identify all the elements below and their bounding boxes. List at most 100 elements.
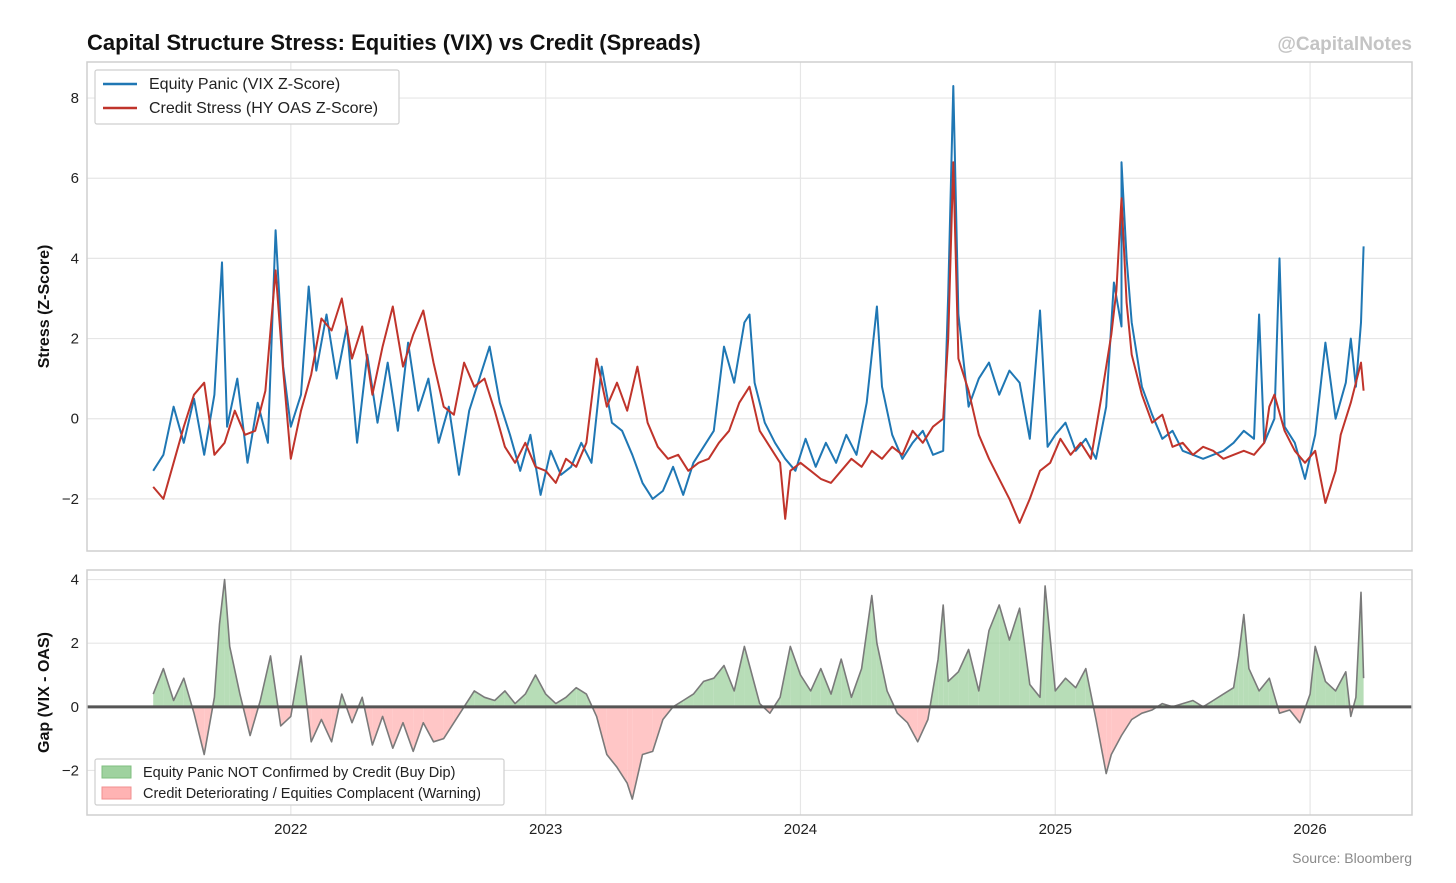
gap-fill-positive — [1259, 678, 1270, 707]
gap-fill-positive — [938, 605, 944, 707]
gap-fill-positive — [703, 678, 714, 707]
gap-fill-positive — [683, 694, 694, 707]
gap-fill-positive — [989, 605, 1000, 707]
gap-fill-positive — [153, 668, 164, 707]
gap-fill-negative — [1121, 706, 1132, 736]
x-tick-label: 2025 — [1039, 821, 1072, 838]
gap-line — [152, 578, 1365, 800]
gap-fill-negative — [606, 706, 617, 768]
gap-fill-positive — [1335, 671, 1346, 707]
gap-fill-negative — [907, 706, 918, 742]
gap-fill-positive — [1325, 681, 1336, 707]
gap-fill-negative — [311, 706, 322, 742]
legend-swatch-buy-dip — [101, 765, 132, 779]
gap-fill-positive — [484, 697, 495, 707]
gap-fill-positive — [968, 649, 979, 707]
gap-fill-negative — [1131, 706, 1142, 720]
y-tick-label: 4 — [71, 572, 79, 589]
gap-fill-positive — [810, 668, 821, 707]
gap-fill-positive — [576, 687, 587, 707]
y-tick-label: 2 — [71, 635, 79, 652]
legend-label-vix: Equity Panic (VIX Z-Score) — [149, 76, 340, 93]
y-tick-label: 6 — [71, 170, 79, 187]
panel-stress: 8 6 4 2 0 −2 Stress (Z-Score) Equity Panic (VIX… — [36, 61, 1413, 552]
series-line-vix — [152, 85, 1365, 500]
y-tick-label: 0 — [71, 411, 79, 428]
gap-fill-negative — [433, 706, 444, 742]
legend-label-buy-dip: Equity Panic NOT Confirmed by Credit (Bu… — [143, 765, 455, 781]
gap-fill-positive — [494, 690, 505, 707]
gap-fill-negative — [642, 706, 653, 755]
gap-fill-negative — [627, 706, 633, 800]
x-tick-label: 2026 — [1293, 821, 1326, 838]
x-tick-label: 2022 — [274, 821, 307, 838]
gap-fill-negative — [897, 706, 908, 723]
series-line-oas — [152, 161, 1365, 524]
gap-fill-negative — [403, 706, 414, 752]
plot-frame — [86, 61, 1413, 552]
gap-fill-negative — [617, 706, 628, 784]
x-tick-label: 2023 — [529, 821, 562, 838]
gap-fill-negative — [652, 706, 663, 752]
panel-gap: 4 2 0 −2 2022 2023 2024 2025 2026 Gap (VIX - OAS)… — [36, 569, 1413, 838]
gap-fill-positive — [219, 579, 225, 707]
gap-fill-positive — [1223, 687, 1234, 707]
gap-fill-positive — [999, 605, 1010, 707]
gap-fill-positive — [1248, 668, 1260, 707]
y-tick-label: 4 — [71, 250, 79, 267]
gap-fill-positive — [724, 665, 735, 707]
gap-fill-positive — [224, 579, 230, 707]
legend-box — [94, 758, 505, 806]
y-tick-label: −2 — [62, 762, 79, 779]
legend-box — [94, 69, 400, 125]
x-tick-label: 2024 — [784, 821, 817, 838]
watermark: @CapitalNotes — [1277, 34, 1412, 55]
legend-label-oas: Credit Stress (HY OAS Z-Score) — [149, 100, 378, 117]
gap-fill-negative — [1111, 706, 1122, 755]
gap-fill-positive — [693, 681, 704, 707]
gap-fill-negative — [250, 706, 259, 736]
gap-fill-positive — [1075, 668, 1086, 707]
y-tick-label: −2 — [62, 491, 79, 508]
gap-fill-positive — [790, 646, 801, 707]
gap-fill-positive — [1213, 694, 1224, 707]
y-axis-label: Gap (VIX - OAS) — [36, 632, 53, 753]
gap-fill-negative — [632, 706, 643, 800]
y-axis-label: Stress (Z-Score) — [36, 245, 53, 369]
gap-fill-negative — [423, 706, 434, 742]
plot-frame — [86, 569, 1413, 816]
gap-fill-positive — [876, 643, 888, 707]
gap-fill-positive — [1029, 684, 1040, 707]
gap-fill-positive — [820, 668, 831, 707]
gap-fill-negative — [392, 706, 403, 749]
gap-fill-positive — [1055, 678, 1066, 707]
y-tick-label: 8 — [71, 90, 79, 107]
gap-fill-positive — [871, 595, 877, 707]
gap-fill-positive — [948, 671, 959, 707]
gap-fill-negative — [372, 706, 383, 745]
gap-fill-positive — [1238, 614, 1244, 707]
y-tick-label: 2 — [71, 331, 79, 348]
source-note: Source: Bloomberg — [1292, 850, 1412, 866]
gap-fill-positive — [535, 675, 546, 707]
gap-fill-positive — [1243, 614, 1249, 707]
gap-fill-positive — [1315, 646, 1326, 707]
gap-fill-positive — [474, 690, 485, 707]
gap-fill-positive — [734, 646, 745, 707]
gap-fill-negative — [280, 706, 291, 726]
legend-swatch-warning — [101, 786, 132, 800]
legend: Equity Panic NOT Confirmed by Credit (Bu… — [94, 758, 505, 806]
gap-fill-negative — [917, 706, 928, 742]
gap-fill-positive — [831, 659, 842, 707]
legend: Equity Panic (VIX Z-Score) Credit Stress … — [94, 69, 400, 125]
gap-fill-negative — [321, 706, 332, 742]
gap-fill-positive — [800, 675, 811, 707]
chart-title: Capital Structure Stress: Equities (VIX)… — [87, 30, 701, 55]
legend-label-warning: Credit Deteriorating / Equities Complace… — [143, 786, 481, 802]
gap-fill-positive — [525, 675, 536, 707]
gap-fill-negative — [413, 706, 424, 752]
plot-area — [87, 62, 1412, 551]
gap-fill-positive — [861, 595, 872, 707]
